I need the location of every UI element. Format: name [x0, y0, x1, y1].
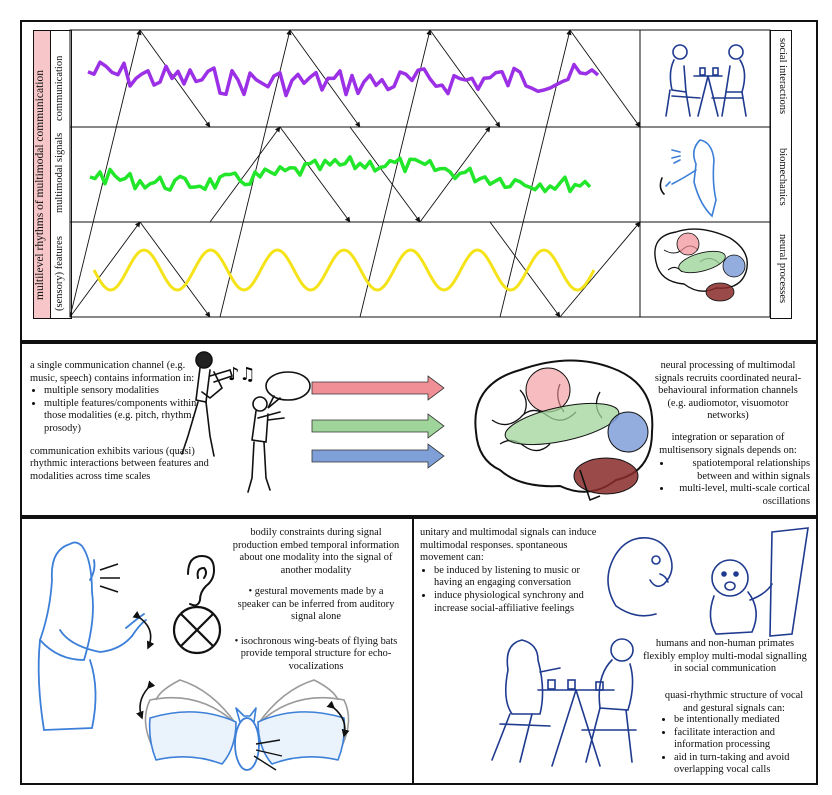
bottom-left-bullet-2-text: isochronous wing-beats of flying bats pr… [240, 635, 398, 672]
zigzag-arrow [209, 126, 281, 223]
bat-illustration [144, 679, 350, 771]
speaker-figure [247, 371, 311, 493]
middle-right-top-text: neural processing of multimodal signals … [654, 360, 802, 422]
bottom-right-intro: unitary and multimodal signals can induc… [420, 527, 597, 564]
quasi-bullets: be intentionally mediated facilitate int… [662, 714, 812, 777]
zigzag-arrow [489, 221, 561, 318]
monkey-right-illustration [709, 527, 809, 637]
middle-left-bullet-2: multiple features/components within thos… [44, 398, 215, 436]
middle-right-bullet-1: spatiotemporal relationships between and… [672, 458, 810, 483]
zigzag-arrow [279, 126, 351, 223]
sensory-feature-wave [92, 248, 596, 292]
red-arrow [311, 375, 445, 401]
communication-signal-wave [87, 60, 600, 98]
bottom-left-bullet-1: • gestural movements made by a speaker c… [237, 586, 395, 623]
zigzag-arrow [69, 221, 141, 318]
guitarist-figure [181, 351, 234, 457]
quasi-bullet-2: facilitate interaction and information p… [674, 727, 812, 752]
zigzag-arrow [569, 29, 641, 128]
middle-arrows [311, 375, 445, 469]
zigzag-arrow [139, 221, 211, 318]
bottom-right-panel [412, 517, 818, 785]
bottom-right-bullet-1: be induced by listening to music or havi… [434, 565, 605, 590]
blue-arrow [311, 443, 445, 469]
zigzag-arrow [349, 126, 421, 223]
biomechanics-icon [659, 139, 717, 218]
quasi-intro: quasi-rhythmic structure of vocal and ge… [664, 690, 804, 714]
zigzag-arrow [289, 29, 361, 128]
multimodal-signal-wave [89, 155, 592, 194]
primates-text: humans and non-human primates flexibly e… [643, 638, 807, 675]
social-interaction-icon [665, 44, 747, 117]
music-notes-icon: ♪♫ [228, 364, 256, 385]
middle-left-outro: communication exhibits various (quasi) r… [30, 445, 209, 482]
large-brain-illustration [474, 359, 654, 502]
middle-left-bullet-1: multiple sensory modalities [44, 385, 215, 398]
bottom-left-bullets: • gestural movements made by a speaker c… [232, 586, 400, 674]
zigzag-arrow [559, 221, 641, 318]
cross-circle-icon [172, 605, 222, 655]
zigzag-arrow [499, 29, 572, 318]
middle-right-bullet-2: multi-level, multi-scale cortical oscill… [672, 483, 810, 508]
bottom-left-bullet-2: • isochronous wing-beats of flying bats … [234, 635, 398, 672]
green-arrow [311, 413, 445, 439]
quasi-bullet-1: be intentionally mediated [674, 714, 812, 727]
middle-panel [20, 342, 818, 517]
middle-left-text: a single communication channel (e.g. mus… [30, 360, 215, 483]
gesturing-woman-figure [37, 541, 147, 731]
ear-icon [187, 554, 216, 607]
middle-right-bullets: spatiotemporal relationships between and… [662, 458, 810, 508]
wing-motion-arrow-left [136, 680, 156, 720]
motion-arrow-hand [132, 610, 155, 650]
small-brain-icon [654, 228, 748, 302]
monkey-left-illustration [607, 537, 673, 617]
bottom-left-bullet-1-text: gestural movements made by a speaker can… [237, 586, 395, 623]
bottom-right-bullet-2: induce physiological synchrony and incre… [434, 590, 605, 615]
bottom-right-text: unitary and multimodal signals can induc… [420, 527, 605, 615]
couple-at-table-illustration [491, 638, 637, 767]
middle-right-mid-text: integration or separation of multisensor… [659, 432, 797, 456]
middle-left-intro: a single communication channel (e.g. mus… [30, 360, 195, 384]
quasi-bullet-3: aid in turn-taking and avoid overlapping… [674, 752, 812, 777]
zigzag-arrow [359, 29, 432, 318]
sound-lines [99, 563, 120, 593]
zigzag-arrow [139, 29, 211, 128]
grid-frame [69, 29, 771, 318]
zigzag-arrow [419, 126, 491, 223]
wing-motion-arrow-right [326, 700, 350, 738]
row-label-column [50, 30, 72, 319]
bottom-left-intro: bodily constraints during signal product… [232, 527, 400, 576]
top-panel [20, 20, 818, 342]
